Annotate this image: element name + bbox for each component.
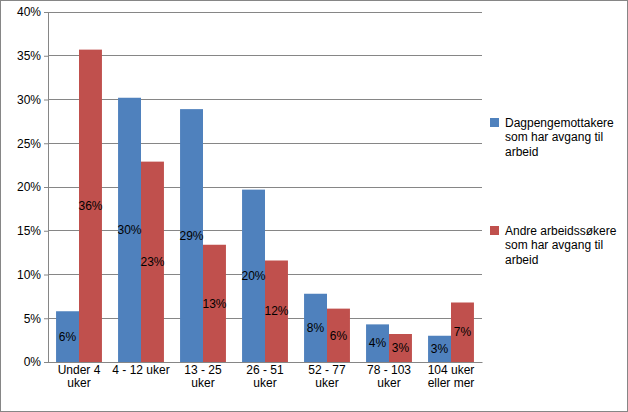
data-label: 3% [431,342,449,356]
data-label: 29% [180,229,204,243]
bar [428,336,451,362]
tick: 13 - 25uker [184,363,222,391]
tick-label: 0% [24,355,42,369]
bar [304,294,327,362]
tick-label: 52 - 77uker [308,363,346,391]
tick-mark [44,187,48,188]
tick-mark [44,143,48,144]
axis-line [44,13,49,363]
tick-label: 26 - 51uker [246,363,284,391]
data-label: 23% [140,255,164,269]
tick-label: 25% [17,137,41,151]
data-label: 8% [307,321,325,335]
tick: 104 ukereller mer [428,363,475,391]
tick-label: 5% [24,312,42,326]
bar [118,98,141,362]
tick-label: 4 - 12 uker [112,363,169,377]
bar [242,190,265,362]
y-axis: 0% 5% 10% 15% 20% 25% 30% 35% 40% [17,5,49,369]
tick: 78 - 103uker [367,363,411,391]
tick-mark [44,362,48,363]
tick: 30% [17,93,48,107]
tick-label: 20% [17,180,41,194]
chart: 0% 5% 10% 15% 20% 25% 30% 35% 40% Under 4uker 4 - … [0,0,628,412]
chart-frame [1,1,628,412]
bar [389,334,412,362]
bar [141,162,164,362]
x-axis: Under 4uker 4 - 12 uker 13 - 25uker 26 - 51… [49,363,483,391]
legend-label: Dagpengemottakeresom har avgang tilarbei… [505,116,614,159]
bar [180,109,203,362]
grid-line [48,12,482,13]
tick-label: 13 - 25uker [184,363,222,391]
tick-label: 35% [17,49,41,63]
grid-line [48,187,482,188]
tick: 35% [17,49,48,63]
bar [265,261,288,363]
legend-swatch [490,118,499,127]
tick: 40% [17,5,48,19]
tick: 15% [17,224,48,238]
bar [79,50,102,362]
tick: 25% [17,137,48,151]
legend-label: Andre arbeidssøkeresom har avgang tilarb… [505,224,617,267]
tick-label: 104 ukereller mer [428,363,475,391]
tick-mark [44,318,48,319]
tick-mark [44,100,48,101]
grid-line [48,143,482,144]
tick: 0% [24,355,48,369]
data-label: 36% [78,199,102,213]
legend: Dagpengemottakeresom har avgang tilarbei… [490,116,617,267]
data-label: 30% [118,223,142,237]
tick: 26 - 51uker [246,363,284,391]
bar [327,309,350,362]
tick-label: 40% [17,5,41,19]
data-label: 12% [264,304,288,318]
bar [451,303,474,363]
bar [56,311,79,362]
data-label: 4% [369,336,387,350]
tick-mark [44,12,48,13]
tick-label: 15% [17,224,41,238]
tick-mark [44,56,48,57]
tick: 5% [24,312,48,326]
tick: 52 - 77uker [308,363,346,391]
tick-mark [44,275,48,276]
bars [56,50,474,362]
tick-label: 30% [17,93,41,107]
legend-item: Dagpengemottakeresom har avgang tilarbei… [490,116,614,159]
bar [366,324,389,362]
tick: 10% [17,268,48,282]
plot: 0% 5% 10% 15% 20% 25% 30% 35% 40% Under 4uker 4 - … [17,5,483,390]
tick-label: 10% [17,268,41,282]
legend-swatch [490,226,499,235]
grid-line [48,99,482,100]
data-label: 7% [454,325,472,339]
data-label: 3% [392,341,410,355]
data-label: 6% [59,330,77,344]
grid-line [48,55,482,56]
data-label: 13% [202,297,226,311]
data-label: 20% [242,269,266,283]
tick-label: Under 4uker [58,363,101,391]
tick-mark [44,231,48,232]
data-labels: 6% 30% 29% 20% 8% 4% 3% 36% 23% 13% 12% 6% 3% 7% [59,199,472,356]
tick-label: 78 - 103uker [367,363,411,391]
bar [203,245,226,362]
tick: Under 4uker [58,363,101,391]
tick: 20% [17,180,48,194]
legend-item: Andre arbeidssøkeresom har avgang tilarb… [490,224,617,267]
tick: 4 - 12 uker [112,363,169,377]
grid [48,12,482,362]
data-label: 6% [330,329,348,343]
